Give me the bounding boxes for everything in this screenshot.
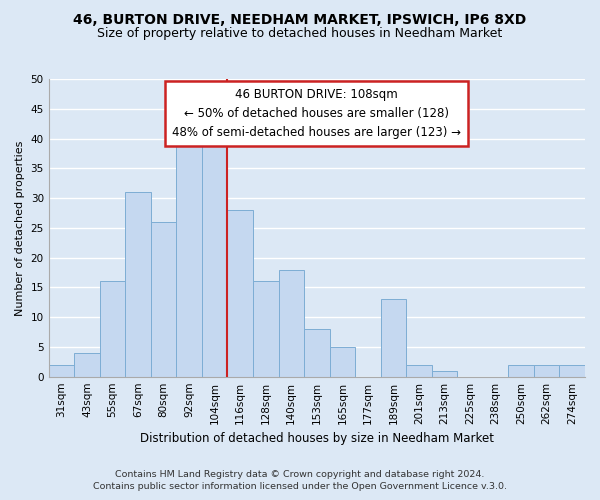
Bar xyxy=(380,300,406,376)
Bar xyxy=(100,282,125,376)
Bar xyxy=(432,370,457,376)
Bar xyxy=(74,353,100,376)
Text: Contains public sector information licensed under the Open Government Licence v.: Contains public sector information licen… xyxy=(93,482,507,491)
Bar xyxy=(49,365,74,376)
Bar xyxy=(227,210,253,376)
Bar xyxy=(559,365,585,376)
Bar xyxy=(253,282,278,376)
Bar xyxy=(508,365,534,376)
Bar xyxy=(406,365,432,376)
Bar xyxy=(329,347,355,376)
Text: Size of property relative to detached houses in Needham Market: Size of property relative to detached ho… xyxy=(97,28,503,40)
Bar xyxy=(202,132,227,376)
Text: 46 BURTON DRIVE: 108sqm
← 50% of detached houses are smaller (128)
48% of semi-d: 46 BURTON DRIVE: 108sqm ← 50% of detache… xyxy=(172,88,461,139)
Y-axis label: Number of detached properties: Number of detached properties xyxy=(15,140,25,316)
Bar xyxy=(534,365,559,376)
Bar xyxy=(151,222,176,376)
Bar xyxy=(304,329,329,376)
X-axis label: Distribution of detached houses by size in Needham Market: Distribution of detached houses by size … xyxy=(140,432,494,445)
Bar xyxy=(125,192,151,376)
Text: Contains HM Land Registry data © Crown copyright and database right 2024.: Contains HM Land Registry data © Crown c… xyxy=(115,470,485,479)
Bar xyxy=(278,270,304,376)
Bar xyxy=(176,144,202,376)
Text: 46, BURTON DRIVE, NEEDHAM MARKET, IPSWICH, IP6 8XD: 46, BURTON DRIVE, NEEDHAM MARKET, IPSWIC… xyxy=(73,12,527,26)
